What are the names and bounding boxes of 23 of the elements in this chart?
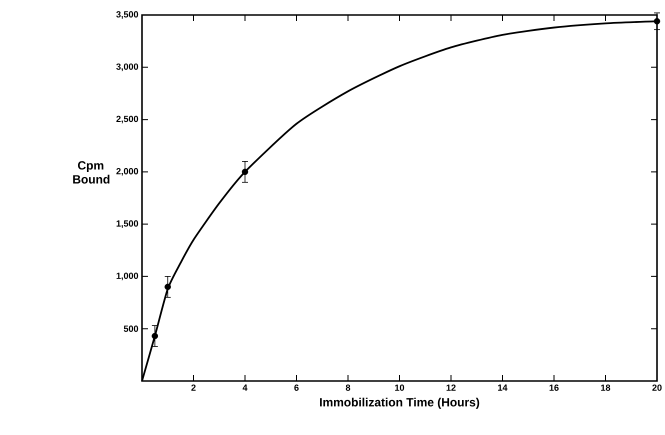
- x-tick-label: 12: [446, 384, 456, 391]
- point: [242, 168, 248, 176]
- x-tick-label: 6: [294, 384, 299, 391]
- x-tick-label: 2: [191, 384, 196, 391]
- y-tick-label: 500: [124, 326, 138, 332]
- y-tick-label: 1,500: [116, 220, 138, 228]
- point: [164, 284, 171, 290]
- y-tick-label: 3,000: [116, 63, 138, 72]
- point: [654, 18, 660, 24]
- x-tick-label: 16: [550, 384, 559, 391]
- x-tick-label: 18: [601, 384, 610, 391]
- y-tick-label: 2,500: [116, 116, 138, 124]
- point: [152, 332, 158, 340]
- x-tick-label: 4: [242, 384, 248, 391]
- x-tick-label: 14: [498, 384, 508, 391]
- y-tick-label: 3,500: [116, 11, 138, 19]
- x-tick-label: 10: [395, 384, 404, 391]
- y-tick-label: 2,000: [116, 168, 138, 176]
- x-tick-label: 20: [652, 384, 662, 391]
- y-tick-label: 1,000: [116, 272, 138, 280]
- x-axis-title: Immobilization Time (Hours): [320, 398, 480, 409]
- x-tick-label: 8: [346, 384, 350, 391]
- y-axis-title: Cpm Bound: [73, 161, 110, 184]
